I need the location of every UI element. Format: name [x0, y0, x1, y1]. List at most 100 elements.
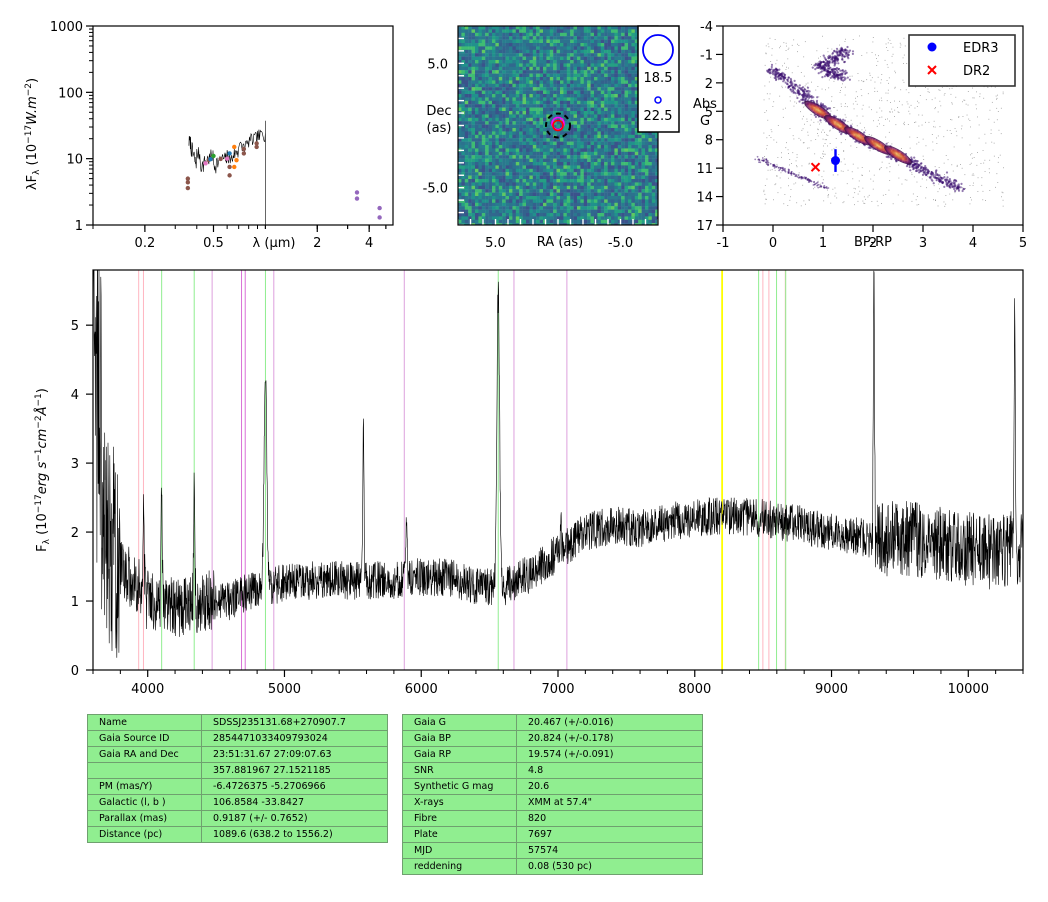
image-pixel: [641, 148, 646, 152]
image-pixel: [628, 77, 632, 81]
image-pixel: [563, 151, 567, 156]
image-pixel: [498, 77, 503, 81]
image-pixel: [502, 192, 506, 197]
image-pixel: [614, 77, 618, 81]
hr-field-star: [925, 145, 927, 147]
image-pixel: [481, 199, 486, 203]
image-pixel: [570, 138, 574, 142]
image-pixel: [645, 141, 649, 146]
image-pixel: [563, 80, 567, 84]
image-pixel: [614, 219, 618, 224]
image-pixel: [594, 56, 598, 61]
image-pixel: [512, 219, 516, 224]
hr-main-sequence-star: [770, 65, 773, 69]
hr-field-star: [830, 110, 832, 112]
image-pixel: [597, 36, 601, 40]
hr-field-star: [817, 86, 819, 87]
image-pixel: [624, 29, 629, 33]
image-pixel: [495, 43, 499, 47]
image-pixel: [546, 141, 550, 146]
image-pixel: [553, 162, 557, 166]
hr-field-star: [904, 179, 906, 181]
image-pixel: [485, 196, 489, 200]
hr-field-star: [961, 128, 962, 130]
image-pixel: [600, 29, 605, 33]
image-pixel: [526, 90, 530, 95]
image-pixel: [611, 83, 615, 88]
image-pixel: [621, 145, 625, 149]
image-pixel: [478, 56, 482, 61]
image-pixel: [648, 189, 652, 193]
image-pixel: [631, 162, 635, 166]
image-pixel: [458, 213, 462, 217]
image-pixel: [546, 175, 550, 180]
image-pixel: [607, 83, 612, 88]
hr-field-star: [811, 64, 812, 65]
image-pixel: [458, 189, 462, 193]
image-pixel: [481, 46, 486, 50]
image-pixel: [471, 117, 476, 122]
image-pixel: [563, 162, 567, 166]
image-pixel: [587, 43, 591, 47]
image-pixel: [607, 141, 612, 146]
image-pixel: [590, 87, 595, 91]
hr-field-star: [962, 116, 964, 117]
image-pixel: [580, 117, 584, 122]
image-pixel: [485, 49, 489, 54]
image-pixel: [488, 39, 493, 44]
image-pixel: [468, 202, 472, 207]
image-pixel: [563, 128, 567, 132]
image-pixel: [621, 158, 625, 163]
hr-field-star: [979, 96, 981, 98]
hr-field-star: [793, 39, 795, 41]
image-pixel: [475, 179, 479, 183]
hr-field-star: [821, 88, 823, 90]
image-pixel: [570, 46, 574, 50]
image-pixel: [526, 192, 530, 197]
image-pixel: [481, 131, 486, 135]
image-pixel: [611, 94, 615, 98]
image-pixel: [502, 206, 506, 210]
image-pixel: [495, 172, 499, 176]
image-pixel: [617, 168, 622, 173]
image-pixel: [631, 70, 635, 74]
image-pixel: [621, 107, 625, 112]
image-pixel: [553, 60, 557, 64]
image-pixel: [621, 60, 625, 64]
image-pixel: [478, 141, 482, 146]
image-pixel: [597, 172, 601, 176]
image-pixel: [614, 39, 618, 44]
sed-photometry-point: [232, 164, 237, 170]
image-pixel: [471, 26, 476, 30]
image-pixel: [566, 36, 571, 40]
image-pixel: [604, 192, 608, 197]
image-pixel: [617, 209, 622, 214]
image-pixel: [614, 46, 618, 50]
image-pixel: [458, 49, 462, 54]
image-pixel: [590, 209, 595, 214]
image-pixel: [607, 202, 612, 207]
hr-main-sequence-star: [801, 99, 805, 102]
image-pixel: [505, 26, 510, 30]
image-pixel: [549, 100, 554, 105]
hr-field-star: [976, 108, 977, 110]
hr-field-star: [862, 200, 864, 202]
image-pixel: [590, 172, 595, 176]
image-pixel: [553, 66, 557, 71]
image-pixel: [478, 189, 482, 193]
hr-field-star: [892, 46, 894, 48]
image-pixel: [468, 39, 472, 44]
image-pixel: [502, 151, 506, 156]
image-pixel: [471, 39, 476, 44]
image-pixel: [475, 121, 479, 125]
image-pixel: [597, 189, 601, 193]
image-pixel: [624, 100, 629, 105]
hr-field-star: [806, 118, 808, 120]
hr-field-star: [854, 192, 856, 194]
image-pixel: [604, 199, 608, 203]
hr-field-star: [853, 187, 855, 189]
hr-field-star: [927, 175, 929, 177]
image-pixel: [583, 49, 588, 54]
image-pixel: [532, 60, 537, 64]
image-pixel: [471, 128, 476, 132]
